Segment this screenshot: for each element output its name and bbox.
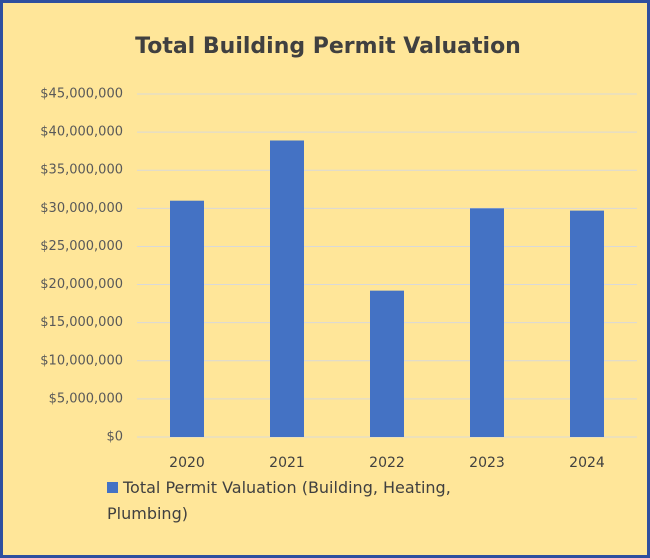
- legend-label: Total Permit Valuation (Building, Heatin…: [107, 478, 451, 523]
- y-tick-label: $40,000,000: [40, 125, 123, 140]
- y-tick-label: $30,000,000: [40, 201, 123, 216]
- bar: [270, 140, 304, 438]
- y-tick-label: $25,000,000: [40, 239, 123, 254]
- chart: Total Building Permit Valuation $0 $5,000…: [40, 34, 637, 471]
- bar: [470, 208, 504, 437]
- y-tick-label: $45,000,000: [40, 87, 123, 102]
- x-tick-label: 2022: [369, 455, 405, 471]
- y-tick-label: $20,000,000: [40, 277, 123, 292]
- bar: [370, 290, 404, 437]
- bar: [570, 210, 604, 437]
- chart-title: Total Building Permit Valuation: [135, 34, 521, 59]
- legend: Total Permit Valuation (Building, Heatin…: [107, 475, 467, 527]
- legend-swatch: [107, 482, 118, 493]
- x-tick-label: 2020: [169, 455, 205, 471]
- x-tick-label: 2024: [569, 455, 605, 471]
- x-tick-label: 2023: [469, 455, 505, 471]
- x-tick-label: 2021: [269, 455, 305, 471]
- bar: [170, 200, 204, 437]
- y-tick-label: $5,000,000: [49, 391, 123, 406]
- y-tick-label: $15,000,000: [40, 315, 123, 330]
- y-tick-label: $10,000,000: [40, 353, 123, 368]
- y-tick-label: $0: [106, 430, 123, 445]
- y-tick-label: $35,000,000: [40, 163, 123, 178]
